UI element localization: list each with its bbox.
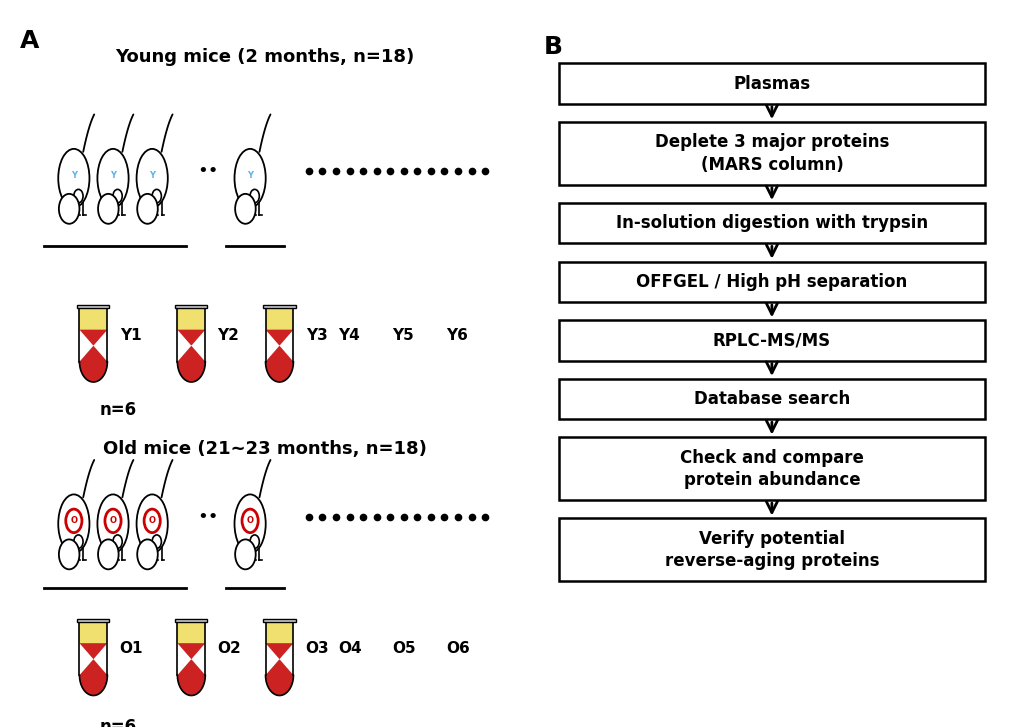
Circle shape xyxy=(73,535,83,548)
Circle shape xyxy=(152,535,161,548)
Ellipse shape xyxy=(137,494,167,553)
Text: Y: Y xyxy=(247,171,253,180)
Polygon shape xyxy=(177,329,205,382)
FancyBboxPatch shape xyxy=(265,308,293,329)
Text: Y: Y xyxy=(70,171,76,180)
Text: Y4: Y4 xyxy=(338,327,360,342)
Text: O: O xyxy=(247,516,254,526)
Circle shape xyxy=(105,509,121,533)
Text: Deplete 3 major proteins
(MARS column): Deplete 3 major proteins (MARS column) xyxy=(654,133,889,174)
FancyBboxPatch shape xyxy=(263,619,296,622)
FancyBboxPatch shape xyxy=(558,63,984,104)
Text: O6: O6 xyxy=(445,641,469,656)
Text: Y5: Y5 xyxy=(391,327,414,342)
FancyBboxPatch shape xyxy=(177,622,205,643)
FancyBboxPatch shape xyxy=(558,518,984,582)
Polygon shape xyxy=(177,643,205,696)
Circle shape xyxy=(98,194,118,224)
Ellipse shape xyxy=(98,149,128,208)
Text: Y: Y xyxy=(149,171,155,180)
Circle shape xyxy=(113,535,122,548)
FancyBboxPatch shape xyxy=(558,379,984,419)
FancyBboxPatch shape xyxy=(558,320,984,361)
Circle shape xyxy=(98,539,118,569)
Text: RPLC-MS/MS: RPLC-MS/MS xyxy=(712,332,830,350)
Text: Check and compare
protein abundance: Check and compare protein abundance xyxy=(680,449,863,489)
FancyBboxPatch shape xyxy=(79,308,107,329)
Text: O: O xyxy=(109,516,116,526)
Ellipse shape xyxy=(234,494,265,553)
Text: ••: •• xyxy=(198,507,219,526)
Text: Old mice (21~23 months, n=18): Old mice (21~23 months, n=18) xyxy=(103,440,426,458)
FancyBboxPatch shape xyxy=(177,308,205,329)
FancyBboxPatch shape xyxy=(558,122,984,185)
Text: n=6: n=6 xyxy=(99,718,137,727)
Text: OFFGEL / High pH separation: OFFGEL / High pH separation xyxy=(636,273,907,291)
FancyBboxPatch shape xyxy=(558,262,984,302)
Text: Y3: Y3 xyxy=(306,327,327,342)
FancyBboxPatch shape xyxy=(175,305,207,308)
Polygon shape xyxy=(265,329,293,382)
Text: Plasmas: Plasmas xyxy=(733,75,810,92)
Circle shape xyxy=(250,189,259,203)
Polygon shape xyxy=(79,329,107,382)
Polygon shape xyxy=(265,643,293,696)
Text: ••: •• xyxy=(198,162,219,180)
Circle shape xyxy=(59,539,79,569)
Text: O1: O1 xyxy=(119,641,143,656)
Text: Young mice (2 months, n=18): Young mice (2 months, n=18) xyxy=(115,48,414,66)
Circle shape xyxy=(235,194,256,224)
Circle shape xyxy=(144,509,160,533)
Text: Database search: Database search xyxy=(693,390,849,408)
FancyBboxPatch shape xyxy=(175,619,207,622)
Text: In-solution digestion with trypsin: In-solution digestion with trypsin xyxy=(615,214,927,232)
FancyBboxPatch shape xyxy=(77,619,109,622)
Text: O4: O4 xyxy=(338,641,362,656)
FancyBboxPatch shape xyxy=(263,305,296,308)
FancyBboxPatch shape xyxy=(558,438,984,500)
Text: Y: Y xyxy=(110,171,116,180)
Circle shape xyxy=(242,509,258,533)
Text: Y1: Y1 xyxy=(119,327,141,342)
Circle shape xyxy=(138,194,158,224)
FancyBboxPatch shape xyxy=(265,622,293,643)
Circle shape xyxy=(65,509,82,533)
Circle shape xyxy=(73,189,83,203)
Ellipse shape xyxy=(58,494,90,553)
Text: A: A xyxy=(20,28,40,52)
Circle shape xyxy=(250,535,259,548)
Polygon shape xyxy=(79,643,107,696)
Text: Y6: Y6 xyxy=(445,327,468,342)
FancyBboxPatch shape xyxy=(79,622,107,643)
Text: Verify potential
reverse-aging proteins: Verify potential reverse-aging proteins xyxy=(664,530,878,570)
Circle shape xyxy=(113,189,122,203)
Circle shape xyxy=(152,189,161,203)
Ellipse shape xyxy=(98,494,128,553)
Text: Y2: Y2 xyxy=(217,327,239,342)
Text: O5: O5 xyxy=(391,641,416,656)
Circle shape xyxy=(138,539,158,569)
Circle shape xyxy=(59,194,79,224)
Ellipse shape xyxy=(58,149,90,208)
Text: O: O xyxy=(149,516,156,526)
Ellipse shape xyxy=(234,149,265,208)
Text: O3: O3 xyxy=(306,641,329,656)
Ellipse shape xyxy=(137,149,167,208)
FancyBboxPatch shape xyxy=(77,305,109,308)
Text: O: O xyxy=(70,516,77,526)
Circle shape xyxy=(235,539,256,569)
Text: O2: O2 xyxy=(217,641,242,656)
Text: B: B xyxy=(544,36,562,60)
Text: n=6: n=6 xyxy=(99,401,137,419)
FancyBboxPatch shape xyxy=(558,203,984,244)
